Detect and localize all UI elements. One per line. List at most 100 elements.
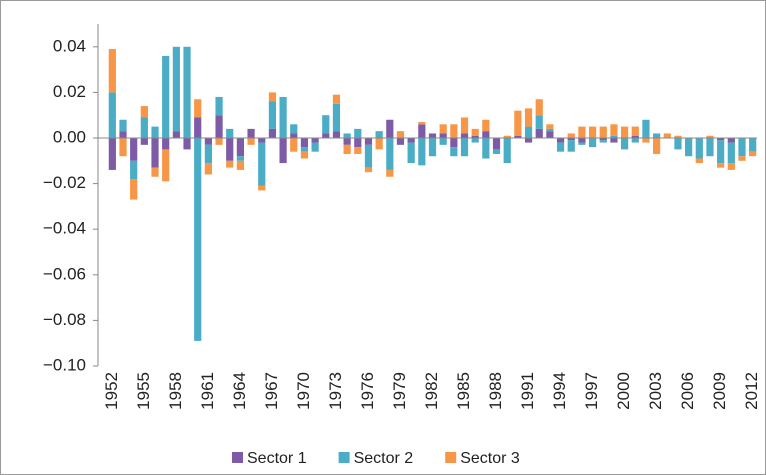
bar bbox=[343, 133, 351, 138]
bar bbox=[546, 128, 554, 132]
bar bbox=[450, 124, 458, 138]
y-tick-label: −0.06 bbox=[43, 264, 86, 283]
bar bbox=[653, 133, 661, 138]
bar bbox=[749, 151, 757, 157]
bar bbox=[130, 138, 138, 161]
bar bbox=[418, 122, 426, 125]
bar bbox=[311, 142, 319, 152]
y-tick-label: 0.00 bbox=[53, 127, 86, 146]
bar bbox=[300, 138, 309, 148]
bar bbox=[258, 185, 266, 191]
bar bbox=[332, 103, 341, 132]
x-tick-label: 1991 bbox=[518, 372, 537, 410]
bar bbox=[556, 138, 565, 143]
bar bbox=[332, 131, 341, 138]
bar bbox=[247, 138, 255, 145]
bar bbox=[194, 117, 202, 138]
bar bbox=[653, 138, 661, 154]
legend-text: Sector 1 bbox=[247, 450, 307, 467]
bar bbox=[236, 156, 245, 161]
bar bbox=[588, 126, 597, 138]
bar bbox=[524, 108, 533, 127]
bar bbox=[151, 126, 159, 138]
bar bbox=[599, 140, 607, 143]
bar bbox=[204, 138, 212, 145]
x-tick-label: 1997 bbox=[582, 372, 601, 410]
y-tick-label: 0.02 bbox=[53, 82, 86, 101]
bar bbox=[482, 131, 490, 138]
bar bbox=[258, 142, 266, 186]
bar bbox=[119, 138, 127, 157]
bar bbox=[108, 138, 116, 170]
bar bbox=[631, 135, 639, 138]
legend-text: Sector 3 bbox=[460, 450, 520, 467]
bar bbox=[183, 138, 191, 150]
bar bbox=[183, 46, 191, 138]
bar bbox=[674, 138, 682, 150]
bar bbox=[215, 138, 223, 145]
bar bbox=[343, 144, 351, 154]
bar bbox=[620, 138, 629, 150]
bar bbox=[279, 96, 287, 138]
bar bbox=[439, 124, 447, 134]
bar bbox=[674, 135, 682, 138]
bar bbox=[258, 138, 266, 143]
bar bbox=[620, 126, 629, 138]
bar bbox=[407, 142, 415, 164]
y-tick-label: −0.08 bbox=[43, 310, 86, 329]
bar bbox=[610, 138, 618, 143]
bar bbox=[140, 117, 148, 138]
bar bbox=[695, 158, 703, 164]
bar bbox=[375, 138, 383, 150]
bar bbox=[386, 169, 394, 177]
bar bbox=[631, 126, 639, 136]
bar bbox=[685, 138, 693, 157]
bar bbox=[642, 119, 650, 138]
bar bbox=[268, 92, 277, 102]
bar bbox=[460, 133, 469, 138]
bar bbox=[290, 124, 298, 134]
bar bbox=[738, 138, 746, 157]
bar bbox=[364, 167, 373, 173]
bar bbox=[727, 142, 735, 164]
bar bbox=[460, 117, 469, 134]
bar bbox=[695, 138, 703, 159]
bar bbox=[151, 167, 159, 177]
bar bbox=[567, 138, 575, 141]
bar bbox=[706, 138, 714, 157]
legend-swatch bbox=[445, 452, 457, 463]
bar bbox=[428, 138, 437, 157]
bar bbox=[226, 160, 234, 168]
bar bbox=[535, 99, 543, 116]
x-tick-label: 1952 bbox=[102, 372, 121, 410]
x-tick-label: 2012 bbox=[742, 372, 761, 410]
bar bbox=[631, 138, 639, 143]
x-tick-label: 1994 bbox=[550, 372, 569, 410]
bar bbox=[386, 119, 394, 138]
bar bbox=[300, 151, 309, 159]
bar bbox=[332, 94, 341, 104]
bar bbox=[375, 131, 383, 138]
bar bbox=[610, 124, 618, 136]
bar bbox=[172, 131, 180, 138]
x-tick-label: 1979 bbox=[390, 372, 409, 410]
x-tick-label: 1982 bbox=[422, 372, 441, 410]
bar bbox=[354, 147, 362, 154]
bar bbox=[578, 142, 586, 145]
bar bbox=[535, 115, 543, 129]
bar bbox=[717, 163, 725, 168]
bar bbox=[471, 128, 479, 136]
bar bbox=[450, 138, 458, 148]
bar bbox=[140, 138, 148, 145]
bar bbox=[396, 138, 405, 145]
bar bbox=[396, 131, 405, 138]
bar bbox=[642, 138, 650, 143]
bar bbox=[610, 135, 618, 138]
bar bbox=[108, 49, 116, 93]
bar bbox=[578, 126, 586, 138]
y-tick-label: −0.10 bbox=[43, 355, 86, 374]
x-tick-label: 1988 bbox=[486, 372, 505, 410]
x-tick-label: 2000 bbox=[614, 372, 633, 410]
bar bbox=[503, 135, 511, 138]
